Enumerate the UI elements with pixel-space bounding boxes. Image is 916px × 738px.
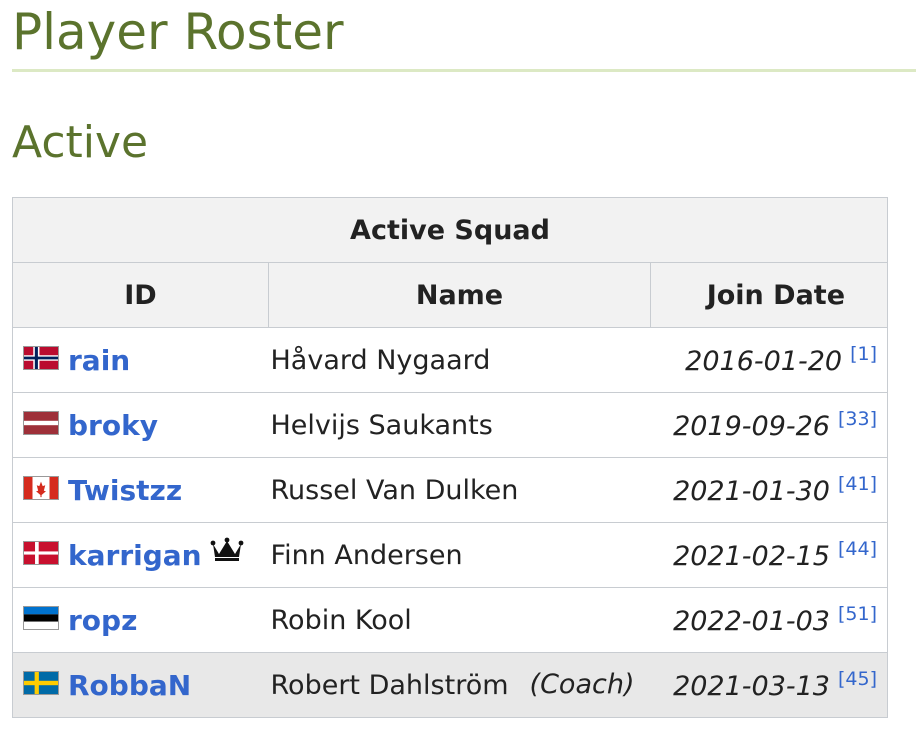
player-name: Russel Van Dulken bbox=[270, 475, 519, 506]
canada-flag-icon bbox=[23, 476, 59, 500]
title-divider bbox=[12, 69, 916, 72]
join-date: 2021-01-30 bbox=[673, 476, 830, 507]
role-label: (Coach) bbox=[529, 669, 635, 700]
latvia-flag-icon bbox=[23, 411, 59, 435]
player-link[interactable]: karrigan bbox=[68, 538, 202, 572]
name-cell: Robert Dahlström (Coach) bbox=[268, 652, 651, 718]
crown-icon bbox=[210, 536, 244, 569]
name-cell: Finn Andersen bbox=[268, 522, 651, 588]
sweden-flag-icon bbox=[23, 671, 59, 695]
player-link[interactable]: ropz bbox=[68, 603, 138, 637]
date-cell: 2021-01-30 [41] bbox=[650, 457, 889, 523]
name-cell: Robin Kool bbox=[268, 587, 651, 653]
reference-link[interactable]: [51] bbox=[838, 603, 878, 625]
name-cell: Russel Van Dulken bbox=[268, 457, 651, 523]
player-name: Robin Kool bbox=[270, 605, 412, 636]
table-row: Twistzz Russel Van Dulken 2021-01-30 [41] bbox=[12, 457, 889, 523]
date-cell: 2016-01-20 [1] bbox=[650, 327, 889, 393]
norway-flag-icon bbox=[23, 346, 59, 370]
id-cell: rain bbox=[12, 327, 269, 393]
player-link[interactable]: Twistzz bbox=[68, 473, 183, 507]
table-row: RobbaN Robert Dahlström (Coach) 2021-03-1… bbox=[12, 652, 889, 718]
join-date: 2016-01-20 bbox=[685, 346, 843, 377]
id-cell: broky bbox=[12, 392, 269, 458]
table-row: broky Helvijs Saukants 2019-09-26 [33] bbox=[12, 392, 889, 458]
id-cell: RobbaN bbox=[12, 652, 269, 718]
table-row: karrigan Finn Andersen 2021-02-15 [44] bbox=[12, 522, 889, 588]
roster-table: Active Squad ID Name Join Date rain Håva… bbox=[11, 197, 889, 718]
player-link[interactable]: RobbaN bbox=[68, 668, 192, 702]
reference-link[interactable]: [41] bbox=[838, 473, 878, 495]
player-link[interactable]: broky bbox=[68, 408, 158, 442]
player-link[interactable]: rain bbox=[68, 343, 131, 377]
id-cell: ropz bbox=[12, 587, 269, 653]
column-header-name: Name bbox=[268, 262, 651, 328]
player-name: Finn Andersen bbox=[270, 540, 463, 571]
date-cell: 2022-01-03 [51] bbox=[650, 587, 889, 653]
name-cell: Håvard Nygaard bbox=[268, 327, 651, 393]
join-date: 2021-02-15 bbox=[673, 541, 830, 572]
page-title: Player Roster bbox=[12, 3, 344, 61]
date-cell: 2021-03-13 [45] bbox=[650, 652, 889, 718]
table-caption: Active Squad bbox=[11, 197, 889, 263]
join-date: 2021-03-13 bbox=[673, 671, 830, 702]
column-header-id: ID bbox=[12, 262, 269, 328]
denmark-flag-icon bbox=[23, 541, 59, 565]
id-cell: karrigan bbox=[12, 522, 269, 588]
reference-link[interactable]: [1] bbox=[850, 343, 878, 365]
reference-link[interactable]: [44] bbox=[838, 538, 878, 560]
table-row: ropz Robin Kool 2022-01-03 [51] bbox=[12, 587, 889, 653]
reference-link[interactable]: [33] bbox=[838, 408, 878, 430]
table-row: rain Håvard Nygaard 2016-01-20 [1] bbox=[12, 327, 889, 393]
section-title: Active bbox=[12, 117, 149, 168]
name-cell: Helvijs Saukants bbox=[268, 392, 651, 458]
caption-row: Active Squad bbox=[11, 197, 889, 263]
player-name: Robert Dahlström bbox=[270, 670, 509, 701]
id-cell: Twistzz bbox=[12, 457, 269, 523]
header-row: ID Name Join Date bbox=[12, 262, 889, 328]
date-cell: 2021-02-15 [44] bbox=[650, 522, 889, 588]
reference-link[interactable]: [45] bbox=[838, 668, 878, 690]
date-cell: 2019-09-26 [33] bbox=[650, 392, 889, 458]
estonia-flag-icon bbox=[23, 606, 59, 630]
join-date: 2019-09-26 bbox=[673, 411, 830, 442]
join-date: 2022-01-03 bbox=[673, 606, 830, 637]
player-name: Håvard Nygaard bbox=[270, 345, 491, 376]
column-header-join-date: Join Date bbox=[649, 262, 889, 328]
player-name: Helvijs Saukants bbox=[270, 410, 493, 441]
